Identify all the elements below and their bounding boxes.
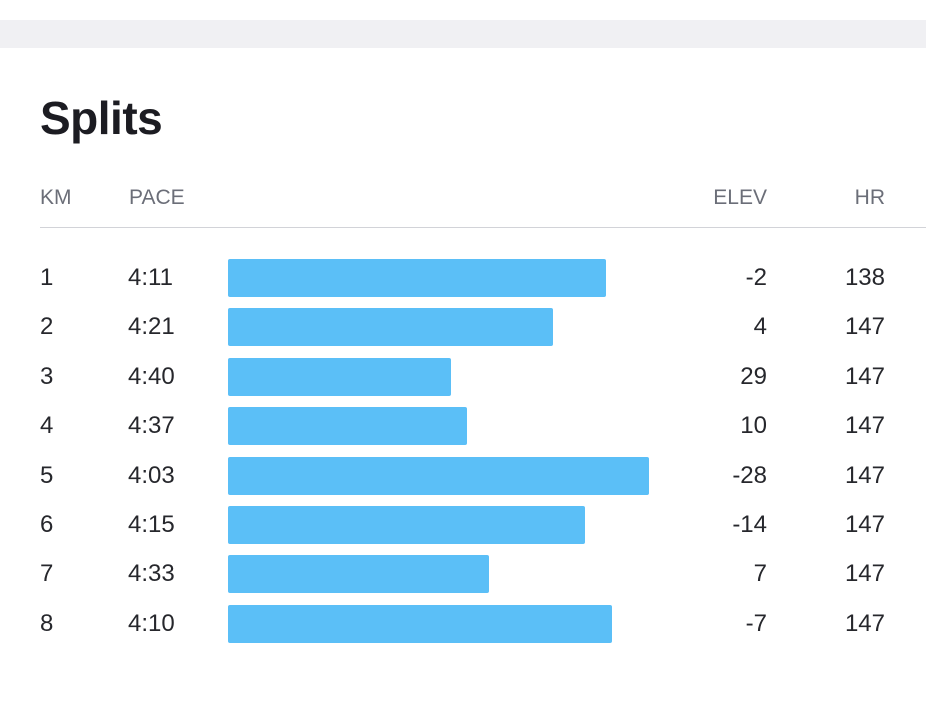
split-km: 3 bbox=[40, 362, 54, 390]
column-header-pace: PACE bbox=[129, 186, 185, 209]
split-km: 4 bbox=[40, 412, 54, 440]
pace-bar bbox=[228, 308, 553, 347]
split-elev: 10 bbox=[740, 412, 767, 440]
pace-bar bbox=[228, 357, 451, 396]
pace-bar bbox=[228, 259, 607, 297]
split-pace: 4:15 bbox=[128, 510, 175, 538]
split-elev: -2 bbox=[745, 264, 767, 291]
split-hr: 147 bbox=[844, 560, 885, 588]
split-pace: 4:11 bbox=[128, 264, 173, 291]
split-km: 5 bbox=[40, 461, 54, 489]
split-km: 6 bbox=[40, 510, 54, 538]
split-row: 6 4:15 -14 147 bbox=[0, 505, 926, 554]
split-km: 7 bbox=[40, 560, 54, 588]
split-row: 1 4:11 -2 138 bbox=[0, 258, 926, 307]
column-header-hr: HR bbox=[854, 186, 885, 209]
page-title: Splits bbox=[40, 92, 163, 144]
bottom-bar bbox=[0, 702, 926, 720]
split-elev: 29 bbox=[740, 362, 767, 390]
split-row: 3 4:40 29 147 bbox=[0, 357, 926, 406]
split-pace: 4:10 bbox=[128, 609, 175, 637]
split-pace: 4:03 bbox=[128, 461, 175, 489]
split-hr: 147 bbox=[844, 510, 885, 538]
pace-bar bbox=[228, 456, 649, 495]
split-km: 1 bbox=[40, 264, 54, 291]
split-hr: 147 bbox=[844, 412, 885, 440]
column-header-km: KM bbox=[40, 186, 72, 209]
splits-card: Splits KM PACE ELEV HR 1 4:11 -2 138 2 4… bbox=[0, 48, 926, 702]
split-hr: 147 bbox=[844, 461, 885, 489]
pace-bar bbox=[228, 604, 612, 643]
table-header: KM PACE ELEV HR bbox=[0, 184, 926, 212]
top-bar bbox=[0, 0, 926, 20]
split-row: 2 4:21 4 147 bbox=[0, 307, 926, 356]
split-hr: 138 bbox=[844, 264, 885, 291]
pace-bar bbox=[228, 505, 585, 544]
split-pace: 4:37 bbox=[128, 412, 175, 440]
pace-bar bbox=[228, 555, 489, 594]
split-row: 5 4:03 -28 147 bbox=[0, 456, 926, 505]
split-hr: 147 bbox=[844, 362, 885, 390]
column-header-elev: ELEV bbox=[713, 186, 767, 209]
split-hr: 147 bbox=[844, 609, 885, 637]
split-elev: 7 bbox=[753, 560, 767, 588]
split-pace: 4:33 bbox=[128, 560, 175, 588]
split-km: 2 bbox=[40, 313, 54, 341]
split-pace: 4:40 bbox=[128, 362, 175, 390]
split-hr: 147 bbox=[844, 313, 885, 341]
split-row: 8 4:10 -7 147 bbox=[0, 604, 926, 653]
header-divider bbox=[40, 227, 926, 228]
split-pace: 4:21 bbox=[128, 313, 175, 341]
split-km: 8 bbox=[40, 609, 54, 637]
splits-list: 1 4:11 -2 138 2 4:21 4 147 3 4:40 29 147… bbox=[0, 258, 926, 653]
split-elev: -28 bbox=[732, 461, 767, 489]
split-row: 7 4:33 7 147 bbox=[0, 554, 926, 603]
split-elev: -7 bbox=[745, 609, 767, 637]
split-elev: -14 bbox=[732, 510, 767, 538]
pace-bar bbox=[228, 407, 468, 446]
split-elev: 4 bbox=[753, 313, 767, 341]
split-row: 4 4:37 10 147 bbox=[0, 406, 926, 455]
